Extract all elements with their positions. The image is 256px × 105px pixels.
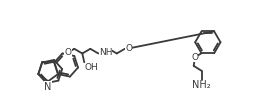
Text: O: O	[125, 44, 132, 53]
Text: NH₂: NH₂	[192, 80, 211, 90]
Text: O: O	[64, 49, 71, 57]
Text: O: O	[191, 53, 198, 62]
Text: N: N	[45, 82, 52, 92]
Text: NH: NH	[99, 49, 112, 57]
Text: OH: OH	[85, 63, 99, 72]
